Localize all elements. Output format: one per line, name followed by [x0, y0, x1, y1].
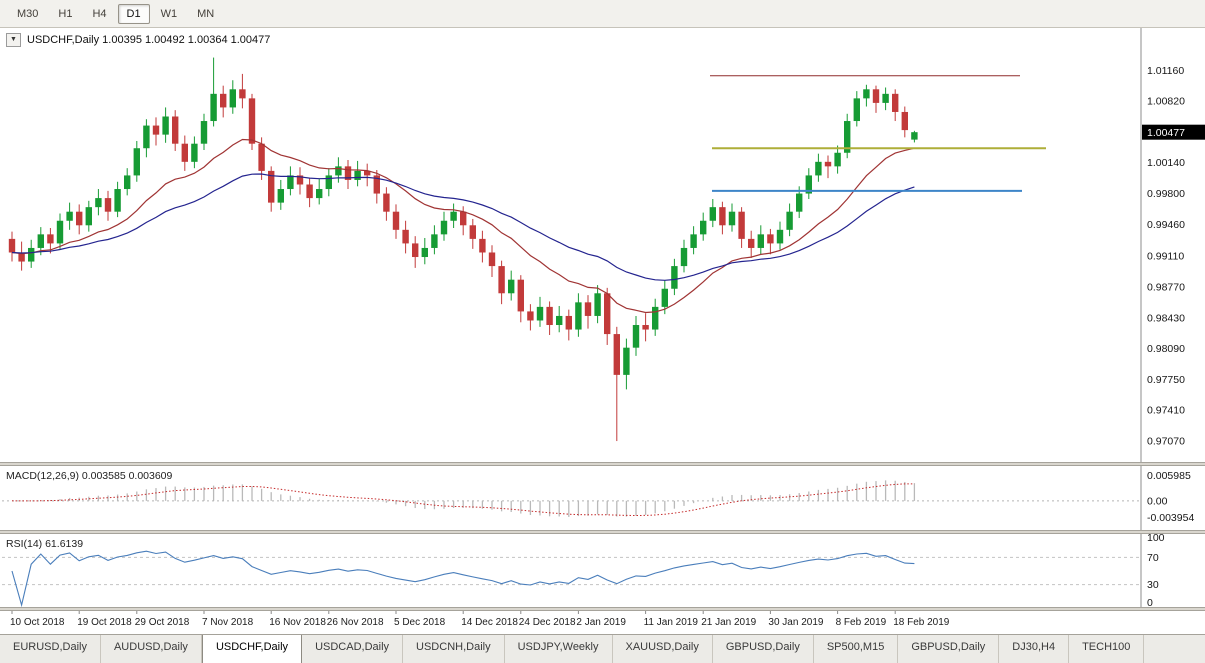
- chart-tab-audusd-daily[interactable]: AUDUSD,Daily: [101, 635, 202, 663]
- timeframe-button-d1[interactable]: D1: [117, 3, 150, 24]
- chart-tab-usdjpy-weekly[interactable]: USDJPY,Weekly: [505, 635, 613, 663]
- chart-tab-usdcad-daily[interactable]: USDCAD,Daily: [302, 635, 404, 663]
- timeframe-button-w1[interactable]: W1: [160, 7, 178, 20]
- panel-separator[interactable]: [0, 530, 1205, 534]
- date-axis-label: 14 Dec 2018: [461, 617, 518, 628]
- date-axis-label: 21 Jan 2019: [701, 617, 756, 628]
- date-axis-label: 5 Dec 2018: [394, 617, 446, 628]
- price-axis-label: 0.98430: [1147, 312, 1185, 324]
- chart-tab-dj30-h4[interactable]: DJ30,H4: [999, 635, 1070, 663]
- chart-tab-sp500-m15[interactable]: SP500,M15: [814, 635, 899, 663]
- timeframe-button-h4[interactable]: H4: [92, 7, 107, 20]
- chart-tab-xauusd-daily[interactable]: XAUUSD,Daily: [613, 635, 713, 663]
- timeframe-button-h1[interactable]: H1: [58, 7, 73, 20]
- timeframe-button-mn[interactable]: MN: [197, 7, 215, 20]
- price-axis: 1.01160 1.00820 1.00140 0.99800 0.99460 0.991…: [1147, 65, 1185, 448]
- rsi-axis-label: 30: [1147, 579, 1159, 591]
- price-axis-label: 1.00820: [1147, 96, 1185, 108]
- chart-tab-gbpusd-daily[interactable]: GBPUSD,Daily: [713, 635, 814, 663]
- ma-slow-line: [11, 173, 915, 281]
- date-axis-label: 26 Nov 2018: [327, 617, 384, 628]
- price-axis-label: 1.01160: [1147, 65, 1184, 77]
- date-axis-label: 7 Nov 2018: [202, 617, 254, 628]
- rsi-label: RSI(14) 61.6139: [6, 538, 83, 550]
- price-axis-label: 0.97070: [1147, 436, 1185, 448]
- timeframe-button-m30[interactable]: M30: [17, 7, 39, 20]
- date-axis-label: 10 Oct 2018: [10, 617, 65, 628]
- date-axis-label: 29 Oct 2018: [135, 617, 190, 628]
- date-axis-label: 18 Feb 2019: [893, 617, 950, 628]
- timeframe-toolbar: M30 H1 H4 D1 W1 MN: [0, 0, 1205, 28]
- chart-tab-bar: EURUSD,Daily AUDUSD,Daily USDCHF,Daily USDC…: [0, 634, 1205, 663]
- date-axis-label: 24 Dec 2018: [519, 617, 576, 628]
- candles: [8, 57, 918, 442]
- chart-tab-tech100[interactable]: TECH100: [1069, 635, 1145, 663]
- panel-separator[interactable]: [0, 607, 1205, 611]
- main-chart-plot[interactable]: [8, 57, 1046, 442]
- date-axis-label: 8 Feb 2019: [836, 617, 887, 628]
- date-axis-label: 16 Nov 2018: [269, 617, 326, 628]
- chart-title: USDCHF,Daily 1.00395 1.00492 1.00364 1.0…: [27, 34, 271, 46]
- price-axis-label: 1.00140: [1147, 157, 1185, 169]
- date-axis-label: 11 Jan 2019: [644, 617, 699, 628]
- chart-window[interactable]: 1.01160 1.00820 1.00140 0.99800 0.99460 0.991…: [0, 28, 1205, 634]
- ma-fast-line: [11, 138, 915, 314]
- price-axis-label: 0.99800: [1147, 188, 1185, 200]
- macd-axis-label: 0.00: [1147, 495, 1168, 507]
- macd-axis-label: -0.003954: [1147, 512, 1194, 524]
- svg-text:1.00477: 1.00477: [1147, 127, 1185, 139]
- current-price-tag: 1.00477: [1142, 124, 1205, 140]
- rsi-axis-label: 0: [1147, 597, 1153, 609]
- rsi-axis-label: 100: [1147, 532, 1165, 544]
- panel-separator[interactable]: [0, 462, 1205, 466]
- rsi-panel: 100 70 30 0 RSI(14) 61.6139: [2, 532, 1165, 609]
- price-axis-label: 0.97410: [1147, 405, 1185, 417]
- macd-histogram: [20, 480, 916, 517]
- price-axis-label: 0.99110: [1147, 251, 1184, 263]
- chart-tab-eurusd-daily[interactable]: EURUSD,Daily: [0, 635, 101, 663]
- chart-tab-usdcnh-daily[interactable]: USDCNH,Daily: [403, 635, 505, 663]
- rsi-axis-label: 70: [1147, 552, 1159, 564]
- price-axis-label: 0.98770: [1147, 281, 1185, 293]
- date-axis: 10 Oct 2018 19 Oct 2018 29 Oct 2018 7 Nov 2…: [10, 611, 950, 628]
- rsi-line: [11, 550, 915, 608]
- macd-label: MACD(12,26,9) 0.003585 0.003609: [6, 470, 173, 482]
- chart-title-bar: ▼ USDCHF,Daily 1.00395 1.00492 1.00364 1…: [6, 33, 270, 47]
- macd-panel: 0.005985 0.00 -0.003954 MACD(12,26,9) 0.003…: [2, 470, 1194, 524]
- price-axis-label: 0.99460: [1147, 219, 1185, 231]
- date-axis-label: 2 Jan 2019: [576, 617, 626, 628]
- chart-tab-gbpusd-daily[interactable]: GBPUSD,Daily: [898, 635, 1000, 663]
- macd-axis-label: 0.005985: [1147, 470, 1191, 482]
- chart-tab-usdchf-daily[interactable]: USDCHF,Daily: [201, 635, 303, 663]
- chart-dropdown-icon[interactable]: ▼: [6, 33, 21, 47]
- date-axis-label: 19 Oct 2018: [77, 617, 132, 628]
- macd-signal-line: [11, 483, 915, 517]
- price-axis-label: 0.97750: [1147, 374, 1185, 386]
- price-axis-label: 0.98090: [1147, 343, 1185, 355]
- date-axis-label: 30 Jan 2019: [768, 617, 823, 628]
- chart-canvas[interactable]: 1.01160 1.00820 1.00140 0.99800 0.99460 0.991…: [0, 28, 1205, 634]
